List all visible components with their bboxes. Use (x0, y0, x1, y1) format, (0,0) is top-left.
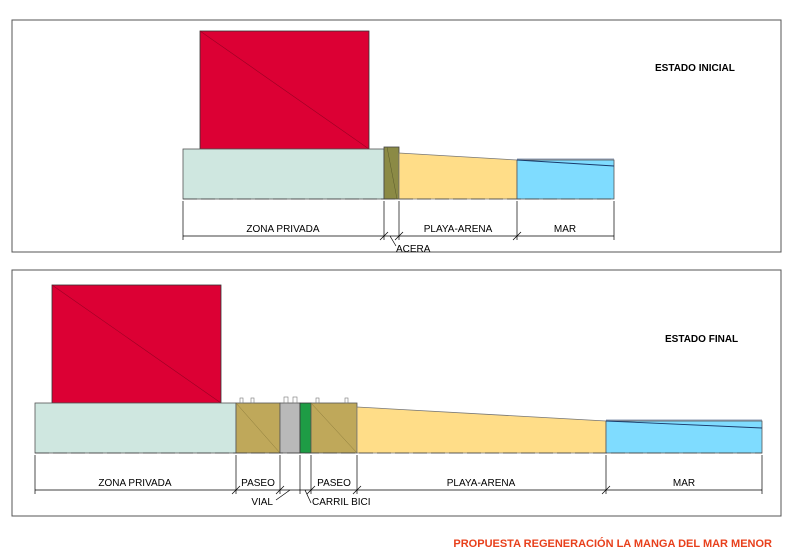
bollard-marks (239, 396, 349, 404)
label-playa-arena-final: PLAYA-ARENA (447, 478, 516, 489)
label-zona-privada-initial: ZONA PRIVADA (246, 224, 319, 235)
label-mar-initial: MAR (554, 224, 576, 235)
acera-initial (383, 146, 400, 200)
mar-final (605, 420, 763, 454)
carril-bici-final (299, 402, 312, 454)
panel-final: ZONA PRIVADA PASEO PASEO PLAYA-ARENA MAR… (11, 269, 782, 517)
dimension-initial (182, 201, 615, 247)
vial-final (279, 402, 301, 454)
mar-initial (516, 159, 615, 200)
label-mar-final: MAR (673, 478, 695, 489)
label-zona-privada-final: ZONA PRIVADA (98, 478, 171, 489)
building-initial (199, 30, 370, 150)
label-carril-bici-final: CARRIL BICI (312, 497, 371, 508)
playa-arena-final (356, 406, 607, 454)
footer-title: PROPUESTA REGENERACIÓN LA MANGA DEL MAR … (453, 537, 772, 550)
zona-privada-initial (182, 148, 385, 200)
title-final: ESTADO FINAL (665, 334, 738, 345)
panel-final-frame (11, 269, 782, 517)
building-final (51, 284, 222, 404)
label-paseo-right-final: PASEO (317, 478, 351, 489)
label-playa-arena-initial: PLAYA-ARENA (424, 224, 493, 235)
dimension-final (34, 455, 763, 504)
label-vial-final: VIAL (251, 497, 273, 508)
label-acera-initial: ACERA (396, 244, 431, 255)
panel-initial: ZONA PRIVADA PLAYA-ARENA MAR ACERA ESTAD… (11, 19, 782, 255)
label-paseo-left-final: PASEO (241, 478, 275, 489)
title-initial: ESTADO INICIAL (655, 63, 735, 74)
playa-arena-initial (398, 152, 518, 200)
zona-privada-final (34, 402, 237, 454)
panel-initial-frame (11, 19, 782, 253)
